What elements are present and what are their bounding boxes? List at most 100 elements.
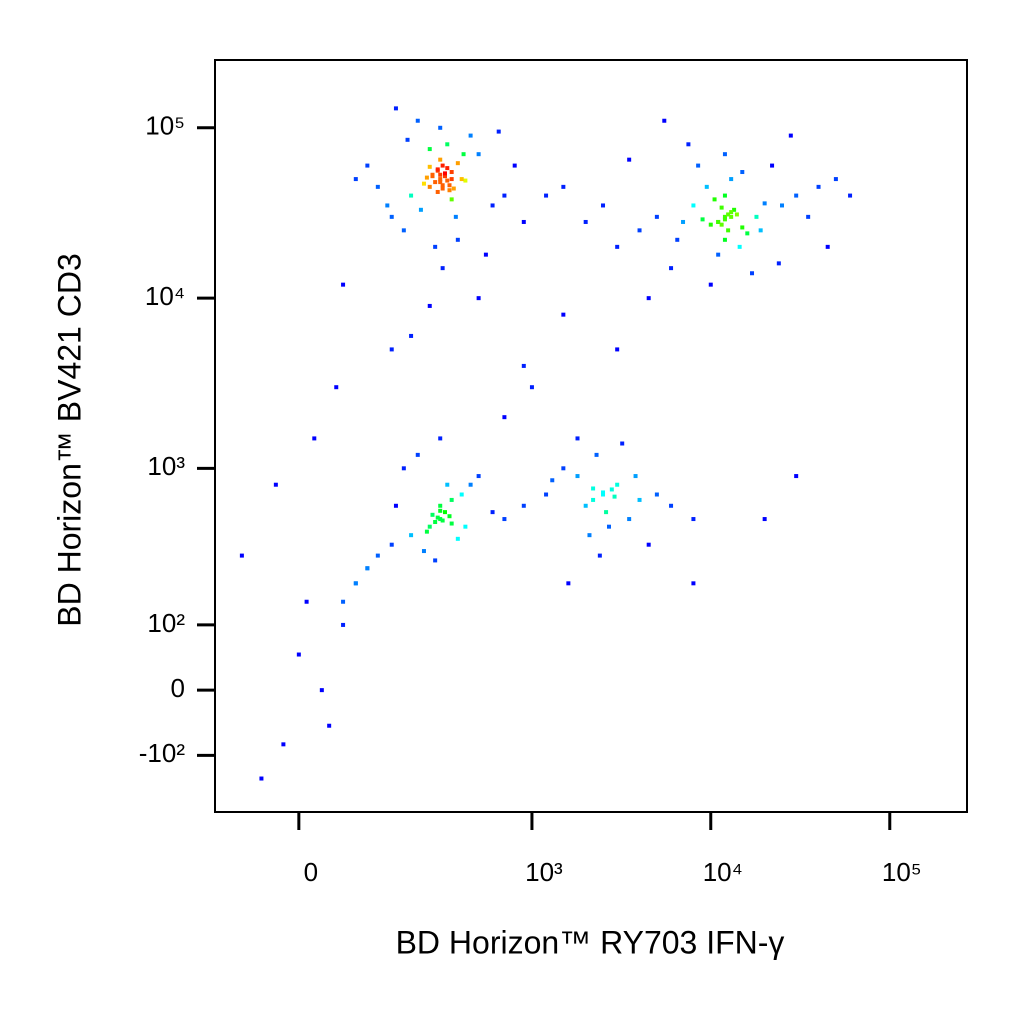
event-dot <box>737 244 742 249</box>
event-dot <box>468 482 473 487</box>
event-dot <box>438 125 443 130</box>
event-dot <box>848 193 853 198</box>
event-dot <box>691 581 696 586</box>
event-dot <box>455 536 460 541</box>
event-dot <box>583 219 588 224</box>
event-dot <box>447 514 452 519</box>
event-dot <box>435 189 440 194</box>
event-dot <box>597 553 602 558</box>
event-dot <box>794 474 799 479</box>
event-dot <box>365 566 370 571</box>
event-dot <box>561 184 566 189</box>
event-dot <box>754 214 759 219</box>
event-dot <box>449 521 454 526</box>
event-dot <box>646 542 651 547</box>
event-dot <box>502 193 507 198</box>
event-dot <box>427 184 432 189</box>
x-tick-label: 0 <box>304 857 318 887</box>
event-dot <box>662 118 667 123</box>
event-dot <box>259 776 264 781</box>
event-dot <box>445 482 450 487</box>
event-dot <box>415 452 420 457</box>
event-dot <box>745 231 750 236</box>
event-dot <box>780 203 785 208</box>
event-dot <box>686 142 691 147</box>
event-dot <box>561 312 566 317</box>
event-dot <box>385 203 390 208</box>
event-dot <box>544 492 549 497</box>
event-dot <box>433 558 438 563</box>
event-dot <box>762 201 767 206</box>
event-dot <box>455 237 460 242</box>
event-dot <box>461 152 466 157</box>
y-tick-label: -10² <box>139 738 186 768</box>
event-dot <box>459 177 464 182</box>
x-tick-label: 10⁵ <box>882 857 922 887</box>
event-dot <box>601 203 606 208</box>
y-tick-label: 10⁵ <box>145 111 185 141</box>
event-dot <box>438 436 443 441</box>
event-dot <box>762 517 767 522</box>
event-dot <box>449 497 454 502</box>
event-dot <box>442 171 447 176</box>
event-dot <box>691 203 696 208</box>
event-dot <box>449 177 454 182</box>
x-axis-title: BD Horizon™ RY703 IFN-γ <box>396 924 785 960</box>
event-dot <box>435 515 440 520</box>
plot-frame <box>214 59 968 813</box>
event-dot <box>435 167 440 172</box>
event-dot <box>681 219 686 224</box>
event-dot <box>708 222 713 227</box>
event-dot <box>696 163 701 168</box>
event-dot <box>521 219 526 224</box>
event-dot <box>587 533 592 538</box>
event-dot <box>424 175 429 180</box>
event-dot <box>722 217 727 222</box>
event-dot <box>438 517 443 522</box>
event-dot <box>675 237 680 242</box>
event-dot <box>719 205 724 210</box>
event-dot <box>627 517 632 522</box>
event-dot <box>442 174 447 179</box>
event-dot <box>496 129 501 134</box>
event-dot <box>430 512 435 517</box>
event-dot <box>445 178 450 183</box>
event-dot <box>512 163 517 168</box>
y-tick-label: 10² <box>147 608 185 638</box>
event-dot <box>409 193 414 198</box>
event-dot <box>704 184 709 189</box>
event-dot <box>758 228 763 233</box>
event-dot <box>729 210 734 215</box>
x-tick-label: 10⁴ <box>703 857 743 887</box>
event-dot <box>615 347 620 352</box>
event-dot <box>575 474 580 479</box>
event-dot <box>463 524 468 529</box>
event-dot <box>633 474 638 479</box>
event-dot <box>445 142 450 147</box>
event-dot <box>776 261 781 266</box>
event-dot <box>459 492 464 497</box>
event-dot <box>409 533 414 538</box>
event-dot <box>591 497 596 502</box>
event-dot <box>427 147 432 152</box>
event-dot <box>334 385 339 390</box>
event-dot <box>722 193 727 198</box>
event-dot <box>393 106 398 111</box>
event-dot <box>440 186 445 191</box>
event-dot <box>463 178 468 183</box>
event-dot <box>415 118 420 123</box>
event-dot <box>825 244 830 249</box>
event-dot <box>604 510 609 515</box>
event-dot <box>646 296 651 301</box>
event-dot <box>447 188 452 193</box>
event-dot <box>669 266 674 271</box>
event-dot <box>451 186 456 191</box>
event-dot <box>521 503 526 508</box>
event-dot <box>550 478 555 483</box>
event-dot <box>627 157 632 162</box>
event-dot <box>637 497 642 502</box>
event-dot <box>453 214 458 219</box>
event-dot <box>440 183 445 188</box>
event-dot <box>442 510 447 515</box>
